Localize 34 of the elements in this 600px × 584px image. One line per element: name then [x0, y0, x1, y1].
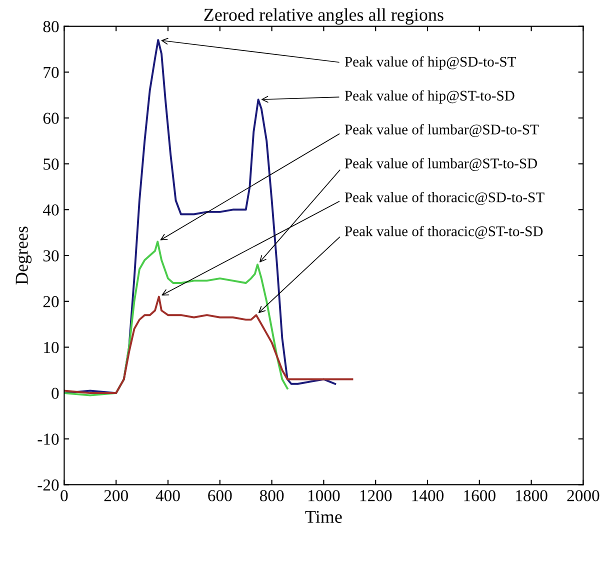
annotation: Peak value of thoracic@SD-to-ST	[344, 192, 544, 205]
x-tick-label: 1800	[516, 490, 548, 502]
y-tick-label: 30	[43, 250, 59, 262]
x-tick-label: 1200	[360, 490, 392, 502]
x-tick-label: 600	[208, 490, 232, 502]
annotation: Peak value of hip@ST-to-SD	[344, 90, 514, 104]
y-tick-label: 0	[52, 388, 59, 399]
x-tick-label: 1400	[412, 490, 444, 502]
y-tick-label: 80	[43, 20, 59, 32]
y-tick-label: 40	[43, 204, 59, 216]
y-tick-label: -20	[38, 479, 59, 491]
y-tick-label: 60	[43, 112, 59, 124]
chart-title: Zeroed relative angles all regions	[204, 8, 444, 25]
line-series	[64, 296, 354, 394]
x-tick-label: 2000	[567, 490, 600, 502]
y-tick-label: 10	[44, 342, 59, 354]
x-tick-label: 200	[104, 490, 128, 502]
x-tick-label: 1600	[464, 490, 496, 502]
annotation: Peak value of lumbar@SD-to-ST	[344, 124, 539, 138]
annotation: Peak value of lumbar@ST-to-SD	[344, 158, 538, 172]
y-tick-label: 20	[43, 296, 59, 308]
annotation: Peak value of hip@SD-to-ST	[344, 56, 516, 70]
y-tick-label: -10	[38, 434, 59, 445]
annotation: Peak value of thoracic@ST-to-SD	[344, 226, 543, 239]
y-tick-label: 70	[44, 66, 59, 78]
x-axis-title: Time	[305, 510, 342, 523]
line-series	[64, 39, 336, 394]
line-series	[64, 240, 288, 396]
x-tick-label: 400	[156, 490, 180, 502]
x-tick-label: 800	[260, 490, 284, 502]
y-tick-label: 50	[44, 158, 59, 170]
y-axis-title: Degrees	[16, 226, 32, 285]
x-tick-label: 0	[60, 490, 68, 502]
x-tick-label: 1000	[308, 490, 340, 502]
